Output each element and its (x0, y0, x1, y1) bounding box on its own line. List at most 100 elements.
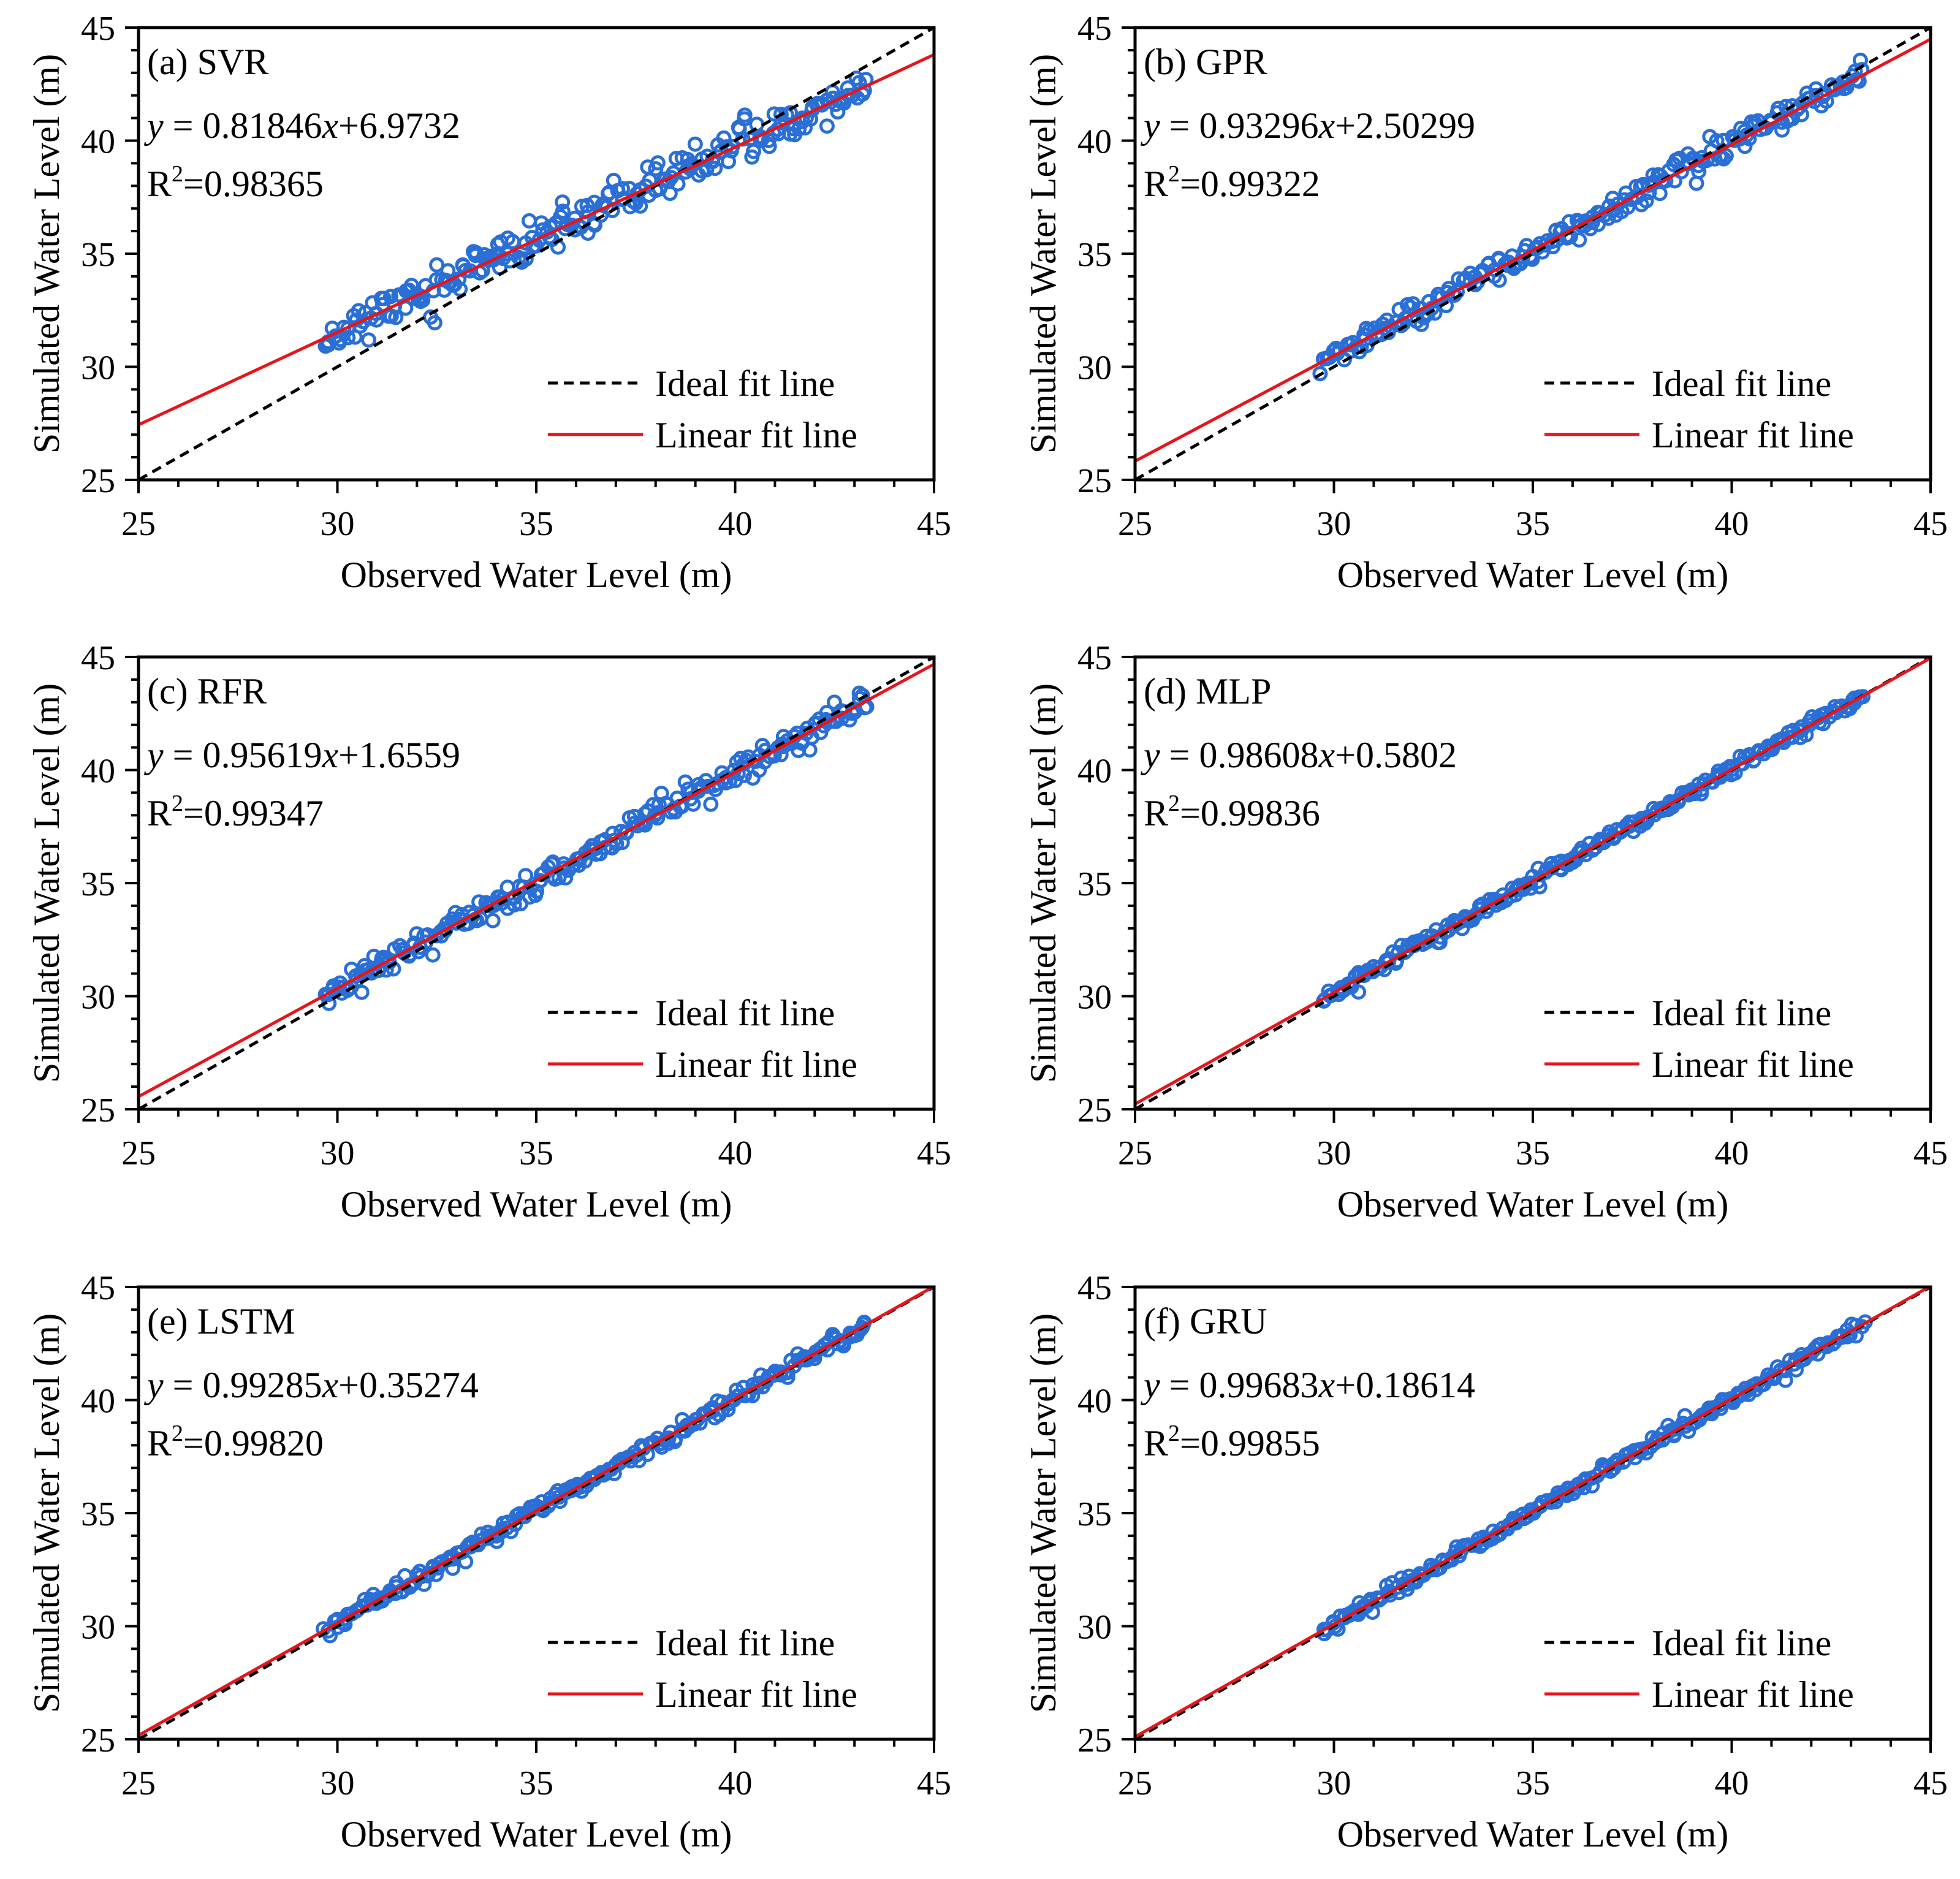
x-tick-label: 45 (1913, 1764, 1948, 1802)
x-tick-label: 45 (1913, 1134, 1948, 1172)
data-point (670, 176, 686, 192)
x-axis-label: Observed Water Level (m) (341, 555, 732, 595)
r-squared: R2=0.98365 (147, 161, 324, 204)
data-point (819, 118, 835, 134)
data-point (413, 1569, 429, 1585)
x-tick-label: 25 (121, 505, 156, 543)
legend: Ideal fit line Linear fit line (1544, 1623, 1854, 1715)
ideal-fit-line (139, 657, 934, 1109)
panel-label: (a) SVR (147, 42, 268, 82)
panel-rfr: 25 30 35 40 45 25 30 35 40 45 Observed Water Level… (26, 639, 951, 1224)
y-tick-label: 30 (81, 349, 115, 387)
data-point (687, 136, 703, 152)
panel-gru: 25 30 35 40 45 25 30 35 40 45 Observed Water Level… (1023, 1269, 1948, 1854)
data-point (1737, 139, 1753, 154)
data-point (703, 796, 719, 812)
x-tick-label: 35 (1516, 505, 1550, 543)
data-point (737, 111, 753, 127)
data-point (579, 197, 595, 213)
panel-mlp: 25 30 35 40 45 25 30 35 40 45 Observed Water Level… (1023, 639, 1948, 1224)
data-point (376, 290, 392, 306)
data-point (366, 949, 382, 964)
data-point (1312, 366, 1328, 382)
ticks (125, 1286, 935, 1753)
data-point (518, 251, 534, 267)
data-point (650, 155, 666, 171)
plot-area (1135, 657, 1931, 1109)
r-squared-value: =0.99836 (1180, 793, 1320, 833)
y-tick-label: 40 (1077, 753, 1112, 791)
legend: Ideal fit line Linear fit line (1544, 363, 1854, 455)
r-squared-r: R (147, 793, 172, 833)
x-tick-label: 25 (1118, 1134, 1152, 1172)
data-point (522, 213, 537, 229)
linear-fit-line (139, 662, 934, 1098)
y-axis-label: Simulated Water Level (m) (26, 54, 67, 454)
legend-linear-label: Linear fit line (655, 1674, 857, 1715)
data-point (1413, 316, 1429, 332)
x-tick-label: 35 (519, 505, 553, 543)
data-point (1351, 984, 1367, 1000)
equation-slope: = 0.99683 (1160, 1365, 1319, 1405)
data-point (354, 984, 370, 1000)
panel-gpr: 25 30 35 40 45 25 30 35 40 45 Observed Water Level… (1023, 10, 1948, 595)
equation-y: y (143, 105, 164, 146)
equation-x: x (321, 1365, 338, 1405)
ideal-fit-line (1135, 1287, 1931, 1739)
ticks (125, 26, 935, 493)
equation-intercept: +2.50299 (1335, 105, 1475, 146)
panel-label: (d) MLP (1144, 671, 1271, 712)
y-tick-label: 30 (1077, 349, 1112, 387)
x-axis-label: Observed Water Level (m) (341, 1184, 732, 1224)
data-point (458, 1554, 474, 1570)
y-tick-label: 35 (1077, 1495, 1112, 1533)
equation-y: y (143, 735, 164, 775)
r-squared: R2=0.99820 (147, 1421, 324, 1463)
r-squared: R2=0.99855 (1144, 1421, 1320, 1463)
data-point (632, 198, 648, 214)
r-squared-value: =0.98365 (183, 164, 324, 204)
r-squared-value: =0.99855 (1180, 1423, 1320, 1463)
y-tick-label: 25 (1077, 1721, 1112, 1759)
x-tick-label: 35 (519, 1764, 553, 1802)
data-point (615, 181, 630, 197)
data-point (1638, 193, 1654, 209)
y-tick-label: 30 (1077, 979, 1112, 1017)
plot-area (139, 28, 934, 480)
y-axis-label: Simulated Water Level (m) (26, 1313, 67, 1713)
data-point (749, 116, 765, 132)
y-tick-label: 40 (81, 1383, 115, 1421)
x-tick-label: 40 (1715, 1764, 1749, 1802)
equation-slope: = 0.98608 (1160, 735, 1319, 775)
y-tick-label: 35 (81, 865, 115, 903)
r-squared-r: R (1144, 793, 1168, 833)
ticks (1122, 656, 1932, 1123)
y-axis-label: Simulated Water Level (m) (1023, 1313, 1063, 1713)
scatter-series (1312, 52, 1870, 382)
y-tick-label: 40 (1077, 123, 1112, 161)
fit-equation: y = 0.95619x+1.6559 (143, 735, 460, 775)
legend-linear-label: Linear fit line (655, 415, 857, 455)
ideal-fit-line (1135, 28, 1931, 480)
data-point (773, 107, 789, 123)
y-tick-label: 25 (81, 1721, 115, 1759)
plot-area (1135, 1287, 1931, 1739)
legend-ideal-label: Ideal fit line (1652, 363, 1831, 404)
fit-equation: y = 0.98608x+0.5802 (1140, 735, 1457, 775)
x-tick-label: 25 (121, 1134, 156, 1172)
data-point (761, 139, 777, 154)
plot-area (139, 1287, 934, 1739)
data-point (378, 962, 394, 978)
data-point (1688, 175, 1704, 191)
legend-linear-label: Linear fit line (1652, 1044, 1854, 1085)
equation-x: x (1318, 105, 1335, 146)
x-tick-label: 35 (1516, 1764, 1550, 1802)
data-point (1571, 232, 1587, 248)
r-squared-value: =0.99347 (183, 793, 324, 833)
equation-slope: = 0.81846 (164, 105, 322, 146)
legend: Ideal fit line Linear fit line (548, 993, 857, 1085)
equation-y: y (143, 1365, 164, 1405)
r-squared-value: =0.99820 (183, 1423, 324, 1463)
y-tick-label: 45 (1077, 1269, 1112, 1307)
equation-y: y (1140, 1365, 1160, 1405)
